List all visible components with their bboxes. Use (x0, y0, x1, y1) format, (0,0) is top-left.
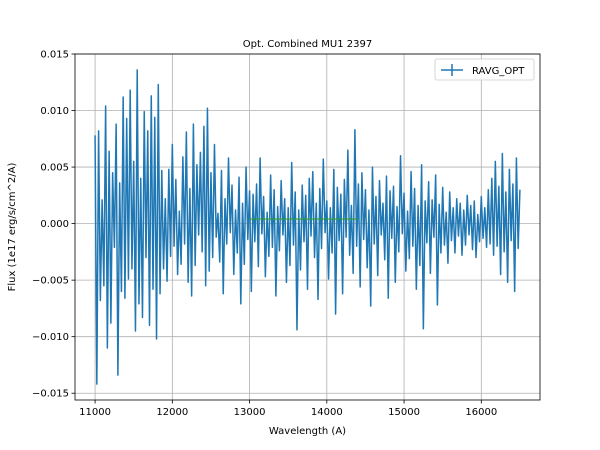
x-axis-label: Wavelength (A) (269, 426, 346, 437)
y-axis: −0.015 −0.010 −0.005 0.000 0.005 0.010 0.015 (32, 50, 75, 400)
x-tick-label: 15000 (388, 407, 420, 418)
x-tick-label: 11000 (79, 407, 111, 418)
y-tick-label: 0.000 (40, 219, 69, 230)
y-axis-label: Flux (1e17 erg/s/cm^2/A) (7, 163, 18, 292)
y-tick-label: 0.015 (40, 50, 69, 61)
y-tick-label: −0.005 (32, 276, 69, 287)
chart-title: Opt. Combined MU1 2397 (243, 39, 372, 50)
y-tick-label: −0.015 (32, 389, 69, 400)
legend-label-ravg-opt: RAVG_OPT (472, 66, 525, 77)
x-tick-label: 12000 (156, 407, 188, 418)
x-tick-label: 14000 (311, 407, 343, 418)
legend-box (434, 58, 535, 81)
x-tick-label: 16000 (465, 407, 497, 418)
x-axis: 11000 12000 13000 14000 15000 16000 (79, 400, 497, 418)
x-tick-label: 13000 (234, 407, 266, 418)
plot-frame (74, 53, 541, 401)
series-line-ravg-opt (94, 69, 521, 385)
legend[interactable]: RAVG_OPT (434, 58, 535, 81)
series-layer (94, 69, 521, 385)
y-tick-label: 0.005 (40, 163, 69, 174)
y-tick-label: −0.010 (32, 332, 69, 343)
y-tick-label: 0.010 (40, 106, 69, 117)
